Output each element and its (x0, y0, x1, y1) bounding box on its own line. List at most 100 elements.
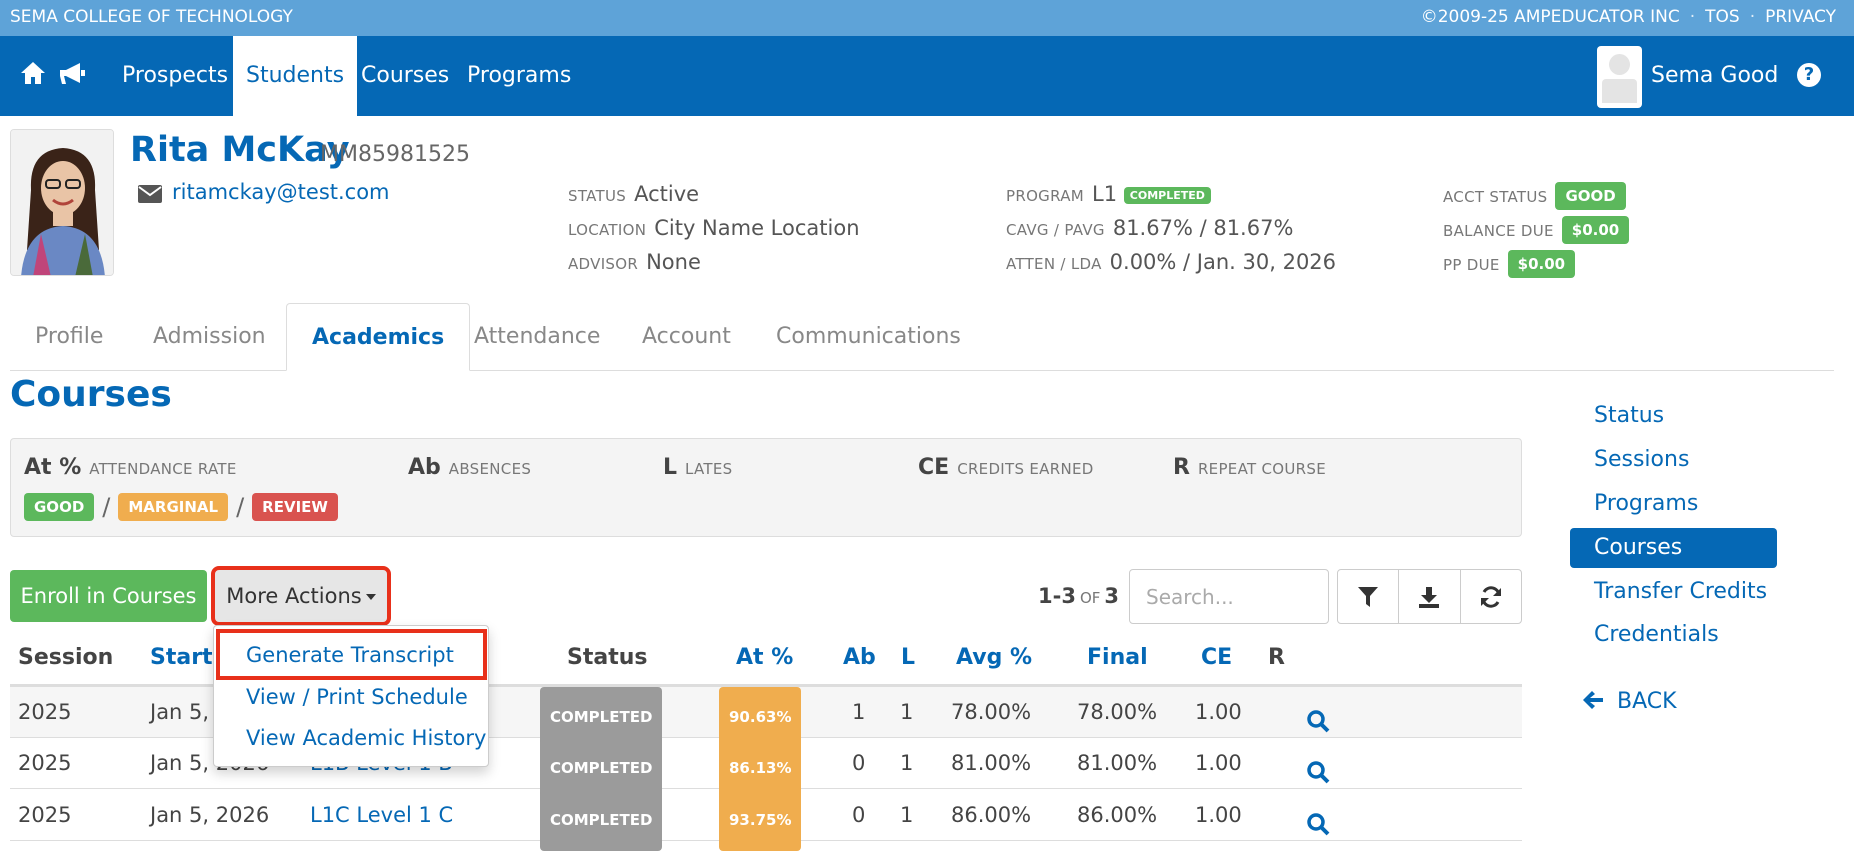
cell-final: 86.00% (1077, 803, 1158, 827)
student-email-link[interactable]: ritamckay@test.com (172, 180, 390, 204)
tab-academics[interactable]: Academics (286, 303, 471, 371)
megaphone-icon[interactable] (58, 62, 88, 91)
cell-lates: 1 (900, 803, 914, 827)
filter-icon[interactable] (1338, 570, 1400, 623)
tab-profile[interactable]: Profile (35, 324, 104, 349)
home-icon[interactable] (20, 60, 46, 91)
main-nav: Prospects Students Courses Programs Sema… (0, 36, 1854, 116)
acct-status-field: ACCT STATUS GOOD (1443, 182, 1626, 210)
search-icon[interactable] (1306, 701, 1330, 752)
table-tools (1337, 569, 1522, 624)
legend-attendance-rate: At % ATTENDANCE RATE (24, 455, 237, 480)
user-name[interactable]: Sema Good (1651, 63, 1779, 88)
balance-due-field: BALANCE DUE $0.00 (1443, 216, 1630, 244)
legend-lates: L LATES (663, 455, 733, 480)
legend-badges: GOOD / MARGINAL / REVIEW (24, 493, 338, 521)
sidebar-item-programs[interactable]: Programs (1594, 491, 1699, 516)
col-credits[interactable]: CE (1201, 645, 1233, 670)
col-repeat: R (1268, 645, 1285, 670)
legal-links: ©2009-25 AMPEDUCATOR INC · TOS · PRIVACY (1421, 7, 1836, 27)
tab-account[interactable]: Account (642, 324, 731, 349)
cell-start: Jan 5, 2026 (150, 803, 270, 827)
cell-average: 78.00% (951, 700, 1032, 724)
more-actions-button[interactable]: More Actions (211, 566, 391, 626)
cell-attendance: 90.63% (719, 687, 802, 748)
nav-students[interactable]: Students (233, 36, 358, 116)
more-actions-menu: Generate Transcript View / Print Schedul… (213, 625, 489, 767)
nav-courses[interactable]: Courses (361, 63, 450, 88)
cell-average: 86.00% (951, 803, 1032, 827)
sidebar-item-sessions[interactable]: Sessions (1594, 447, 1690, 472)
search-input[interactable] (1129, 569, 1329, 624)
privacy-link[interactable]: PRIVACY (1765, 7, 1836, 27)
tab-admission[interactable]: Admission (153, 324, 266, 349)
cell-status: COMPLETED (540, 687, 663, 748)
student-name: Rita McKay (130, 130, 350, 170)
arrow-left-icon (1582, 689, 1604, 714)
pp-due-field: PP DUE $0.00 (1443, 250, 1576, 278)
cell-credits: 1.00 (1195, 803, 1242, 827)
cell-absences: 0 (852, 803, 866, 827)
menu-academic-history[interactable]: View Academic History (246, 726, 487, 750)
cell-final: 78.00% (1077, 700, 1158, 724)
col-session[interactable]: Session (18, 645, 114, 670)
cell-course-link[interactable]: L1C Level 1 C (310, 803, 454, 827)
nav-prospects[interactable]: Prospects (122, 63, 229, 88)
menu-generate-transcript[interactable]: Generate Transcript (246, 643, 454, 667)
menu-print-schedule[interactable]: View / Print Schedule (246, 685, 468, 709)
status-badge: COMPLETED (540, 687, 663, 748)
col-absences[interactable]: Ab (843, 645, 876, 670)
org-name: SEMA COLLEGE OF TECHNOLOGY (10, 7, 293, 27)
legend-absences: Ab ABSENCES (408, 455, 532, 480)
tab-communications[interactable]: Communications (776, 324, 961, 349)
cell-final: 81.00% (1077, 751, 1158, 775)
col-attendance[interactable]: At % (736, 645, 794, 670)
cell-credits: 1.00 (1195, 751, 1242, 775)
attendance-badge: 90.63% (719, 687, 802, 748)
back-link[interactable]: BACK (1582, 689, 1677, 714)
cell-session: 2025 (18, 803, 72, 827)
cell-absences: 1 (852, 700, 866, 724)
col-status[interactable]: Status (567, 645, 648, 670)
attendance-badge: 93.75% (719, 790, 802, 851)
status-field: STATUS Active (568, 182, 700, 206)
legend-panel: At % ATTENDANCE RATE Ab ABSENCES L LATES CE… (10, 438, 1522, 537)
result-count: 1-3 OF 3 (1038, 584, 1120, 608)
marginal-badge: MARGINAL (118, 493, 229, 521)
sidebar-item-transfer-credits[interactable]: Transfer Credits (1594, 579, 1768, 604)
col-lates[interactable]: L (901, 645, 916, 670)
refresh-icon[interactable] (1461, 570, 1521, 623)
table-header-divider (10, 684, 1522, 687)
nav-programs[interactable]: Programs (467, 63, 572, 88)
tos-link[interactable]: TOS (1705, 7, 1740, 27)
student-id: MM85981525 (320, 142, 470, 167)
copyright: ©2009-25 AMPEDUCATOR INC (1420, 7, 1680, 27)
search-icon[interactable] (1306, 752, 1330, 803)
cell-credits: 1.00 (1195, 700, 1242, 724)
sidebar-item-courses[interactable]: Courses (1570, 528, 1777, 568)
highlight-box (216, 629, 487, 680)
sidebar-item-status[interactable]: Status (1594, 403, 1665, 428)
cell-session: 2025 (18, 700, 72, 724)
download-icon[interactable] (1399, 570, 1461, 623)
student-photo (10, 129, 114, 276)
status-badge: COMPLETED (540, 738, 663, 799)
separator: · (1749, 7, 1756, 27)
col-average[interactable]: Avg % (956, 645, 1033, 670)
cell-status: COMPLETED (540, 790, 663, 851)
cell-attendance: 93.75% (719, 790, 802, 851)
separator: · (1689, 7, 1696, 27)
cell-status: COMPLETED (540, 738, 663, 799)
user-avatar[interactable] (1597, 46, 1642, 108)
location-field: LOCATION City Name Location (568, 216, 860, 240)
cell-session: 2025 (18, 751, 72, 775)
enroll-button[interactable]: Enroll in Courses (10, 570, 207, 622)
envelope-icon (138, 184, 162, 208)
sidebar-item-credentials[interactable]: Credentials (1594, 622, 1719, 647)
help-icon[interactable]: ? (1797, 63, 1821, 87)
status-badge: COMPLETED (540, 790, 663, 851)
col-final[interactable]: Final (1087, 645, 1148, 670)
search-icon[interactable] (1306, 804, 1330, 855)
tabs-divider (10, 370, 1834, 371)
tab-attendance[interactable]: Attendance (474, 324, 601, 349)
